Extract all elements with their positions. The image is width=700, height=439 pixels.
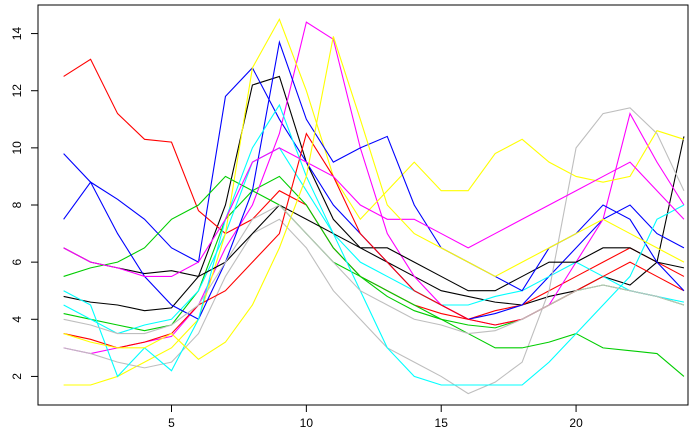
y-tick-label: 12: [10, 84, 24, 98]
series-line: [63, 66, 685, 320]
series-line: [63, 39, 685, 321]
y-tick-label: 14: [10, 27, 24, 41]
series-line: [63, 175, 685, 332]
y-tick-label: 6: [10, 258, 24, 265]
x-tick-label: 20: [569, 416, 583, 430]
x-tick-label: 10: [300, 416, 314, 430]
x-tick-label: 15: [435, 416, 449, 430]
series-line: [63, 17, 685, 386]
plot-box: [37, 4, 689, 406]
series-line: [63, 36, 685, 360]
series-line: [63, 204, 685, 335]
series-line: [63, 147, 685, 277]
y-tick-label: 8: [10, 201, 24, 208]
y-tick-label: 4: [10, 316, 24, 323]
series-line: [63, 21, 685, 355]
series-line: [63, 107, 685, 395]
series-line: [63, 147, 685, 335]
series-line: [63, 175, 685, 377]
y-tick-label: 10: [10, 141, 24, 155]
y-tick-label: 2: [10, 373, 24, 380]
series-line: [63, 103, 685, 386]
series-line: [63, 75, 685, 312]
series-line: [63, 132, 685, 349]
x-tick-label: 5: [168, 416, 175, 430]
